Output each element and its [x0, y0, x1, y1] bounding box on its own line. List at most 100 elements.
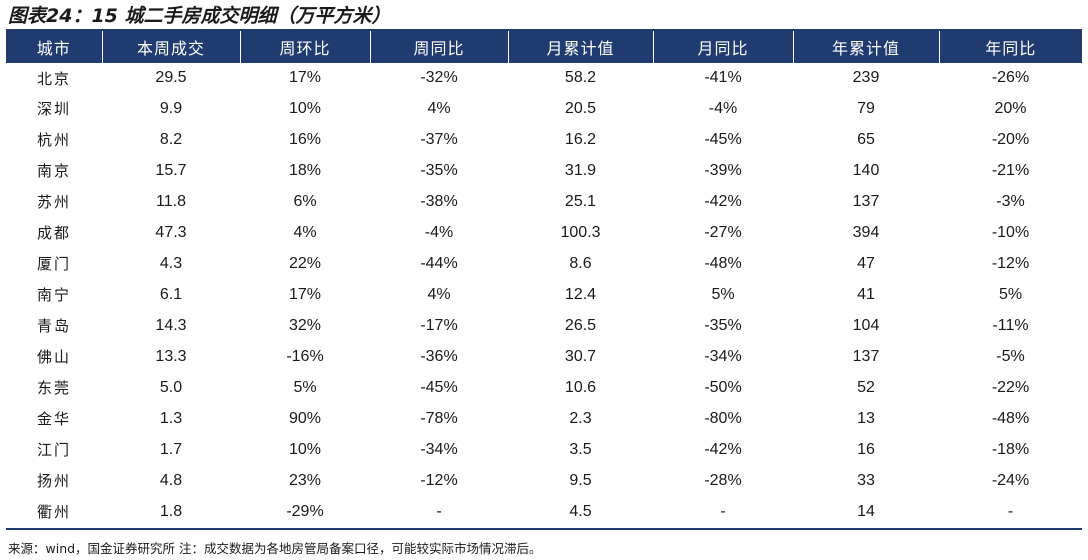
cell-ytd: 52 — [857, 378, 875, 396]
cell-weekly-yoy: -37% — [420, 130, 458, 148]
header-monthly-yoy: 月同比 — [652, 31, 793, 63]
cell-yearly-yoy: -10% — [991, 223, 1030, 241]
header-mtd: 月累计值 — [507, 31, 653, 63]
table-row: 衢州 1.8 -29% - 4.5 - 14 - — [6, 496, 1082, 527]
cell-weekly-yoy: -45% — [420, 378, 458, 396]
cell-weekly-volume: 11.8 — [156, 192, 186, 210]
cell-wow: 4% — [293, 223, 317, 241]
cell-city: 江门 — [36, 441, 71, 459]
table-row: 青岛 14.3 32% -17% 26.5 -35% 104 -11% — [6, 310, 1082, 341]
table-row: 深圳 9.9 10% 4% 20.5 -4% 79 20% — [6, 93, 1082, 124]
cell-ytd: 137 — [852, 192, 880, 210]
cell-weekly-yoy: -4% — [424, 223, 454, 241]
cell-mtd: 2.3 — [569, 409, 592, 427]
cell-wow: -16% — [286, 347, 324, 365]
table-row: 苏州 11.8 6% -38% 25.1 -42% 137 -3% — [6, 186, 1082, 217]
cell-monthly-yoy: -27% — [704, 223, 742, 241]
cell-monthly-yoy: - — [720, 502, 726, 520]
table-row: 南京 15.7 18% -35% 31.9 -39% 140 -21% — [6, 155, 1082, 186]
cell-ytd: 140 — [852, 161, 880, 179]
cell-wow: 17% — [288, 285, 322, 303]
cell-city: 成都 — [36, 224, 71, 242]
cell-wow: 16% — [288, 130, 322, 148]
cell-city: 深圳 — [36, 100, 71, 118]
cell-mtd: 16.2 — [564, 130, 597, 148]
header-weekly-volume: 本周成交 — [101, 31, 240, 63]
cell-ytd: 104 — [852, 316, 880, 334]
cell-monthly-yoy: 5% — [711, 285, 735, 303]
cell-monthly-yoy: -45% — [704, 130, 742, 148]
cell-weekly-volume: 6.1 — [159, 285, 183, 303]
cell-weekly-volume: 14.3 — [155, 316, 187, 334]
cell-mtd: 26.5 — [564, 316, 597, 334]
cell-mtd: 9.5 — [569, 471, 592, 489]
table-row: 厦门 4.3 22% -44% 8.6 -48% 47 -12% — [6, 248, 1082, 279]
cell-weekly-volume: 9.9 — [159, 99, 183, 117]
cell-ytd: 47 — [857, 254, 875, 272]
cell-yearly-yoy: -48% — [991, 409, 1030, 427]
cell-monthly-yoy: -42% — [704, 440, 742, 458]
cell-mtd: 8.6 — [569, 254, 592, 272]
cell-city: 衢州 — [36, 503, 71, 521]
cell-city: 扬州 — [36, 472, 71, 490]
cell-yearly-yoy: -26% — [991, 69, 1030, 86]
cell-city: 厦门 — [36, 255, 71, 273]
cell-yearly-yoy: 5% — [998, 285, 1023, 303]
cell-ytd: 16 — [857, 440, 875, 458]
cell-ytd: 65 — [857, 130, 875, 148]
cell-mtd: 4.5 — [569, 502, 592, 520]
header-city: 城市 — [6, 31, 102, 63]
cell-yearly-yoy: -3% — [996, 192, 1025, 210]
cell-wow: 18% — [288, 161, 322, 179]
cell-weekly-volume: 4.3 — [159, 254, 183, 272]
cell-wow: 22% — [288, 254, 322, 272]
cell-weekly-yoy: -44% — [420, 254, 458, 272]
figure-title: 图表24：15 城二手房成交明细（万平方米） — [8, 5, 391, 27]
cell-yearly-yoy: -12% — [991, 254, 1030, 272]
cell-weekly-yoy: 4% — [427, 99, 451, 117]
cell-city: 苏州 — [36, 193, 71, 211]
table-body: 北京 29.5 17% -32% 58.2 -41% 239 -26% 深圳 9.9 10% 4% 20… — [6, 63, 1082, 527]
table-row: 江门 1.7 10% -34% 3.5 -42% 16 -18% — [6, 434, 1082, 465]
cell-weekly-volume: 47.3 — [155, 223, 187, 241]
cell-monthly-yoy: -48% — [704, 254, 742, 272]
cell-ytd: 79 — [857, 99, 875, 117]
cell-weekly-yoy: -38% — [420, 192, 458, 210]
table-row: 北京 29.5 17% -32% 58.2 -41% 239 -26% — [6, 63, 1082, 93]
table-top-rule — [6, 29, 1082, 31]
cell-wow: 6% — [293, 192, 317, 210]
cell-yearly-yoy: -11% — [992, 316, 1029, 334]
cell-monthly-yoy: -39% — [704, 161, 742, 179]
cell-mtd: 3.5 — [569, 440, 592, 458]
cell-weekly-volume: 29.5 — [155, 69, 187, 86]
cell-wow: 90% — [288, 409, 322, 427]
header-weekly-yoy: 周同比 — [369, 31, 508, 63]
cell-ytd: 13 — [857, 409, 875, 427]
cell-wow: 17% — [288, 69, 322, 86]
header-ytd: 年累计值 — [792, 31, 939, 63]
cell-ytd: 41 — [857, 285, 875, 303]
cell-ytd: 33 — [857, 471, 875, 489]
cell-weekly-volume: 1.3 — [159, 409, 183, 427]
source-note: 来源：wind，国金证券研究所 注：成交数据为各地房管局备案口径，可能较实际市场… — [8, 541, 542, 556]
cell-city: 杭州 — [36, 131, 71, 149]
cell-weekly-volume: 4.8 — [159, 471, 183, 489]
table-row: 金华 1.3 90% -78% 2.3 -80% 13 -48% — [6, 403, 1082, 434]
cell-mtd: 10.6 — [564, 378, 597, 396]
cell-mtd: 20.5 — [564, 99, 597, 117]
cell-weekly-volume: 15.7 — [155, 161, 187, 179]
cell-yearly-yoy: - — [1007, 502, 1014, 520]
cell-weekly-yoy: - — [436, 502, 442, 520]
cell-weekly-yoy: -17% — [420, 316, 458, 334]
cell-weekly-yoy: 4% — [427, 285, 451, 303]
cell-yearly-yoy: -24% — [991, 471, 1030, 489]
cell-yearly-yoy: -22% — [991, 378, 1030, 396]
cell-yearly-yoy: -18% — [991, 440, 1030, 458]
cell-wow: 32% — [288, 316, 322, 334]
cell-city: 北京 — [36, 69, 71, 88]
cell-yearly-yoy: -21% — [991, 161, 1030, 179]
cell-mtd: 31.9 — [564, 161, 597, 179]
cell-wow: 10% — [288, 99, 322, 117]
cell-monthly-yoy: -28% — [704, 471, 742, 489]
table-bottom-rule — [6, 528, 1082, 530]
